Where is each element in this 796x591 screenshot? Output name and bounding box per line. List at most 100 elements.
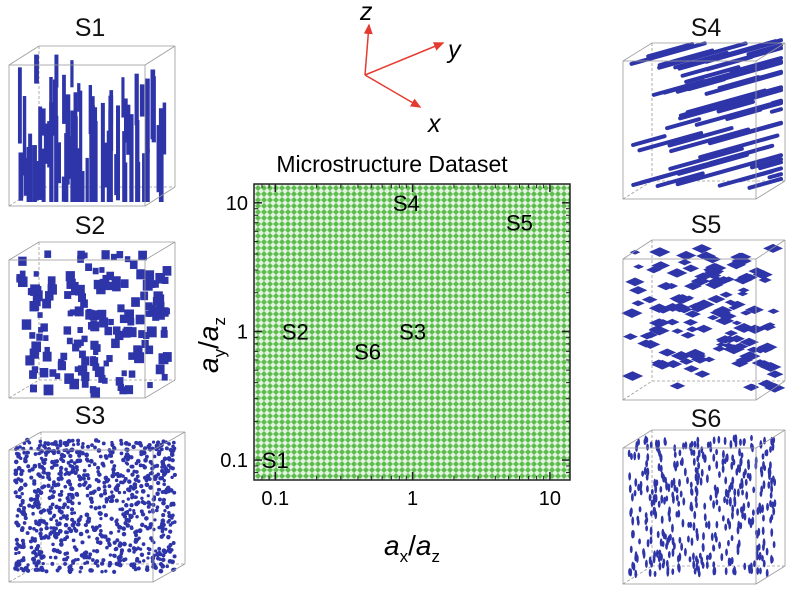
particle xyxy=(633,451,637,461)
particle xyxy=(668,515,672,523)
particle xyxy=(128,543,133,548)
particle xyxy=(148,308,157,317)
particle xyxy=(114,330,124,341)
particle xyxy=(22,521,27,525)
particle xyxy=(65,530,69,535)
particle xyxy=(105,537,110,543)
particle xyxy=(720,553,724,562)
particle xyxy=(696,436,700,444)
particle xyxy=(699,477,703,486)
particle xyxy=(692,560,696,569)
particle xyxy=(728,335,745,343)
particle xyxy=(666,268,688,278)
particle xyxy=(715,342,727,347)
particle xyxy=(697,472,700,481)
particle xyxy=(701,543,705,552)
particle xyxy=(665,117,702,131)
particle xyxy=(67,310,73,317)
particle xyxy=(27,440,32,445)
particle xyxy=(17,495,22,500)
particle xyxy=(118,562,123,568)
particle xyxy=(682,497,686,506)
particle xyxy=(679,490,683,498)
particle xyxy=(733,569,737,576)
particle xyxy=(117,304,125,313)
particle xyxy=(650,488,654,496)
particle xyxy=(110,473,116,479)
particle xyxy=(118,554,123,559)
particle xyxy=(32,145,37,202)
particle xyxy=(23,482,28,488)
particle xyxy=(707,295,726,304)
particle xyxy=(705,554,709,561)
particle xyxy=(52,79,58,136)
particle xyxy=(19,566,24,571)
particle xyxy=(155,364,165,375)
particle xyxy=(749,562,753,570)
particle xyxy=(108,95,114,151)
particle xyxy=(69,507,75,512)
particle xyxy=(97,309,107,320)
particle xyxy=(686,326,699,333)
particle xyxy=(637,131,704,153)
particle xyxy=(87,519,91,523)
particle xyxy=(95,536,100,541)
particle xyxy=(147,477,152,482)
particle xyxy=(103,513,108,518)
particle xyxy=(763,464,767,472)
particle xyxy=(53,440,58,445)
particle xyxy=(646,443,649,451)
particle xyxy=(74,464,79,470)
particle xyxy=(17,543,22,549)
particle xyxy=(14,537,19,543)
particle xyxy=(695,532,699,539)
particle xyxy=(57,142,61,184)
particle xyxy=(38,327,44,333)
particle xyxy=(145,567,150,572)
cube-edge xyxy=(755,180,786,200)
particle xyxy=(58,442,62,446)
particle xyxy=(143,524,148,529)
particle xyxy=(135,120,140,202)
particle xyxy=(99,317,109,328)
particle xyxy=(142,279,153,291)
particle xyxy=(49,465,55,470)
particle xyxy=(135,514,139,519)
particle xyxy=(98,493,104,498)
particle xyxy=(39,550,44,555)
particle xyxy=(102,274,110,283)
particle xyxy=(121,457,126,463)
particle xyxy=(144,482,150,488)
particle xyxy=(81,380,89,388)
particle xyxy=(32,290,43,302)
particle xyxy=(641,296,658,304)
particle xyxy=(744,478,748,486)
particle xyxy=(646,485,649,493)
particle xyxy=(85,157,89,202)
panel-s4-cube xyxy=(622,38,786,200)
particle xyxy=(139,552,145,557)
particle xyxy=(126,487,131,492)
particle xyxy=(41,508,47,513)
particle xyxy=(51,489,56,494)
particle xyxy=(47,276,56,285)
particle xyxy=(73,149,77,202)
particle xyxy=(36,333,43,341)
particle xyxy=(675,486,679,494)
particle xyxy=(753,560,756,568)
cube-edge xyxy=(8,45,40,66)
particle xyxy=(87,535,91,539)
particle xyxy=(145,302,153,311)
particle xyxy=(87,463,92,468)
particle xyxy=(662,531,666,540)
particle xyxy=(166,489,171,494)
particle xyxy=(651,79,706,97)
particle xyxy=(659,538,663,547)
particle xyxy=(18,445,22,449)
particle xyxy=(39,464,45,470)
particle xyxy=(43,335,49,341)
particle xyxy=(696,441,700,450)
particle xyxy=(43,446,48,450)
particle xyxy=(693,299,715,310)
particle xyxy=(52,448,57,453)
